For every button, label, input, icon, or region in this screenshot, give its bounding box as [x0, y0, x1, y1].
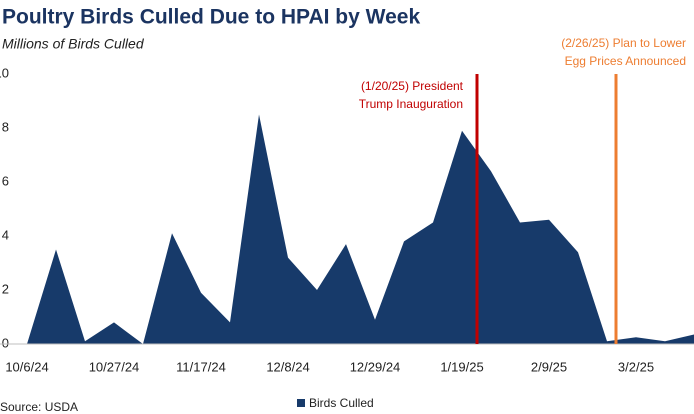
x-tick-label: 10/27/24 — [89, 359, 140, 374]
annotation: Egg Prices Announced — [565, 54, 686, 68]
legend-swatch — [297, 399, 305, 407]
area — [27, 114, 694, 344]
x-tick-label: 11/17/24 — [176, 359, 226, 374]
x-tick-label: 3/2/25 — [618, 359, 654, 374]
chart-subtitle: Millions of Birds Culled — [2, 36, 145, 52]
annotation: (2/26/25) Plan to Lower — [561, 36, 686, 50]
y-tick-label: 6 — [2, 173, 9, 188]
x-tick-label: 12/8/24 — [266, 359, 309, 374]
y-tick-label: 8 — [2, 119, 9, 134]
chart-title: Poultry Birds Culled Due to HPAI by Week — [2, 6, 420, 29]
source: Source: USDA — [0, 400, 78, 414]
x-tick-label: 12/29/24 — [350, 359, 401, 374]
y-tick-label: 0 — [2, 335, 9, 350]
y-tick-label: 2 — [2, 281, 9, 296]
y-tick-label: 4 — [2, 227, 9, 242]
x-tick-label: 2/9/25 — [531, 359, 567, 374]
annotation: (1/20/25) President — [361, 79, 464, 93]
annotation: Trump Inauguration — [359, 97, 463, 111]
x-tick-label: 10/6/24 — [5, 359, 48, 374]
x-tick-label: 1/19/25 — [440, 359, 483, 374]
y-tick-label: 10 — [0, 65, 9, 80]
legend-label: Birds Culled — [309, 396, 374, 410]
